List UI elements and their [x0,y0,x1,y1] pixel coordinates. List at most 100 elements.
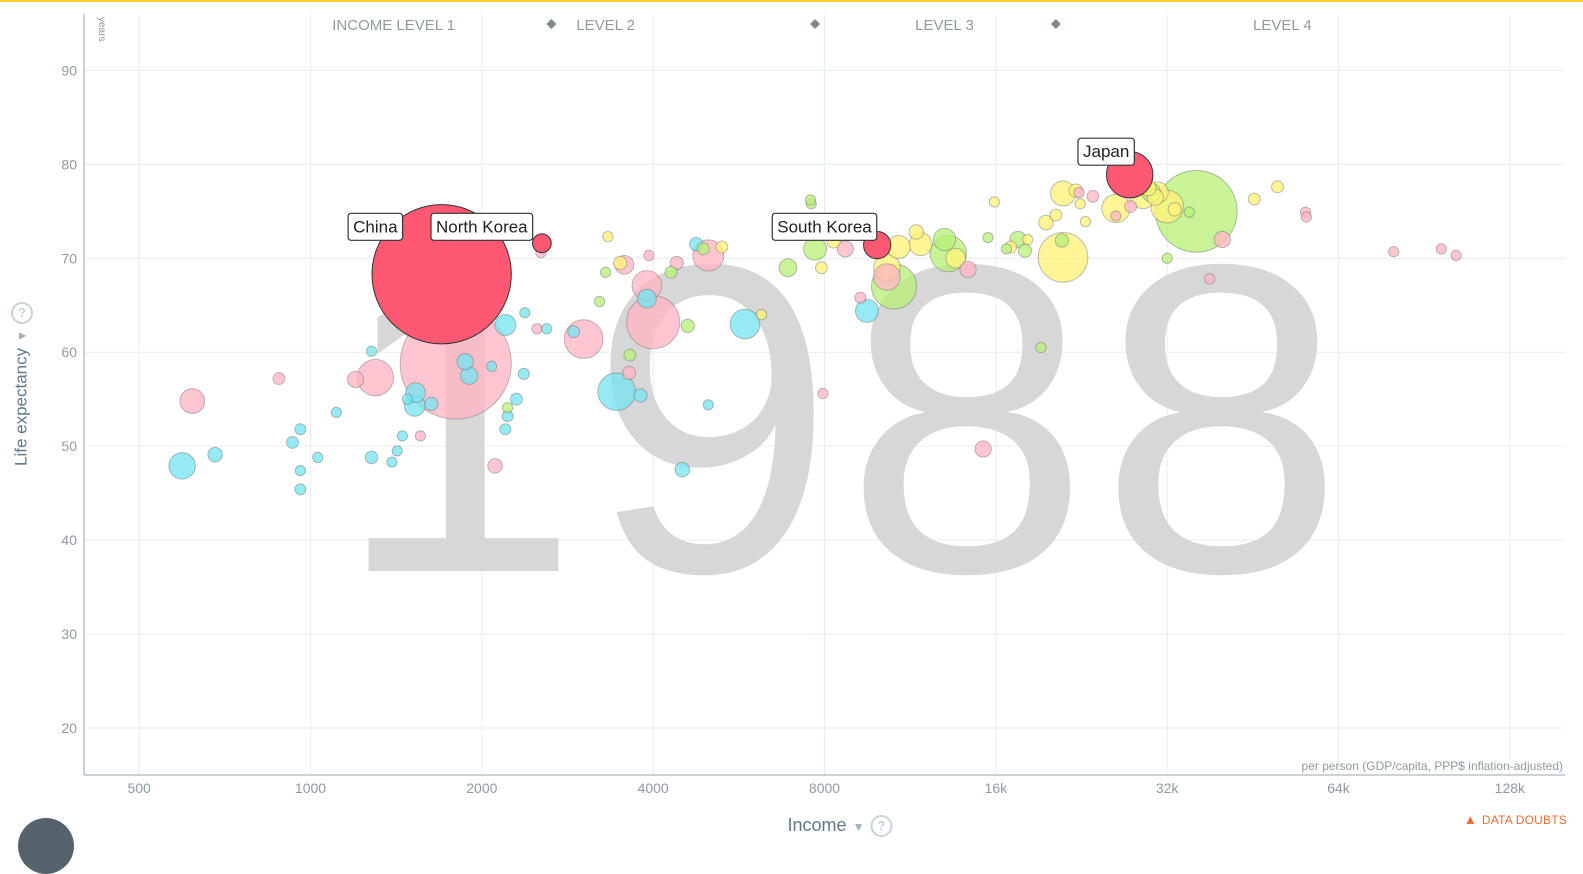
country-bubble[interactable] [593,295,606,308]
country-bubble[interactable] [945,247,967,269]
country-bubble[interactable] [1247,192,1261,206]
country-bubble[interactable] [494,313,517,336]
country-bubble[interactable] [563,319,604,359]
country-bubble[interactable] [386,456,398,468]
country-bubble[interactable] [974,440,992,458]
country-bubble[interactable] [1161,252,1173,264]
country-bubble[interactable] [567,325,581,338]
country-bubble[interactable] [168,452,196,480]
country-bubble[interactable] [531,323,543,335]
x-axis-label[interactable]: Income [787,815,847,835]
country-bubble[interactable] [873,263,901,291]
country-bubble[interactable] [1300,211,1313,223]
x-axis-title[interactable]: Income ▼? [787,815,893,838]
country-bubble[interactable] [179,388,206,415]
y-axis-title[interactable]: Life expectancy ▼? [11,301,33,467]
country-bubble[interactable] [696,242,710,256]
y-axis-dropdown-icon[interactable]: ▼ [15,329,30,342]
label-box-south-korea[interactable] [771,212,878,241]
country-labels[interactable]: China North Korea South Korea Japan [347,137,1135,241]
country-bubble[interactable] [509,392,523,406]
country-bubble[interactable] [817,387,829,400]
label-japan[interactable]: Japan [1077,137,1135,166]
label-text-north-korea[interactable]: North Korea [436,217,528,236]
label-box-japan[interactable] [1077,137,1135,166]
country-bubble[interactable] [1271,180,1284,194]
country-bubble[interactable] [1022,233,1034,246]
bubble-chart[interactable]: 1988 500 1000 2000 4000 8000 16k 32k 64k 128k203… [0,0,1583,841]
label-box-north-korea[interactable] [430,212,534,241]
data-doubts-link[interactable]: ▲ DATA DOUBTS [1464,812,1567,827]
country-bubble[interactable] [932,227,957,252]
country-bubble[interactable] [854,291,867,304]
country-bubble[interactable] [1037,231,1089,283]
country-bubble[interactable] [854,298,879,323]
country-bubble[interactable] [729,308,761,340]
country-bubble[interactable] [396,430,408,442]
country-bubble[interactable] [414,430,427,442]
country-bubble[interactable] [669,255,684,271]
bubble-north-korea[interactable] [531,233,552,254]
bubbles[interactable] [168,169,1462,496]
x-axis-dropdown-icon[interactable]: ▼ [852,820,865,834]
country-bubble[interactable] [702,399,714,411]
country-bubble[interactable] [1079,215,1092,228]
country-bubble[interactable] [613,255,628,271]
country-bubble[interactable] [424,396,439,412]
country-bubble[interactable] [1017,243,1033,258]
country-bubble[interactable] [312,451,324,464]
country-bubble[interactable] [1074,198,1086,210]
country-bubble[interactable] [485,360,498,372]
country-bubble[interactable] [1049,208,1063,222]
country-bubble[interactable] [1167,202,1182,217]
country-bubble[interactable] [391,445,403,457]
country-bubble[interactable] [804,194,817,206]
country-bubble[interactable] [364,450,379,465]
country-bubble[interactable] [294,483,307,496]
country-bubble[interactable] [633,388,648,403]
country-bubble[interactable] [755,308,768,321]
country-bubble[interactable] [1110,210,1122,222]
y-axis-label[interactable]: Life expectancy [11,347,31,467]
country-bubble[interactable] [365,345,378,357]
label-text-japan[interactable]: Japan [1083,142,1129,161]
country-bubble[interactable] [599,266,612,279]
country-bubble[interactable] [622,365,637,381]
country-bubble[interactable] [1086,189,1100,203]
country-bubble[interactable] [541,323,553,335]
country-bubble[interactable] [499,423,512,436]
country-bubble[interactable] [623,348,637,362]
country-bubble[interactable] [908,224,925,240]
country-bubble[interactable] [715,240,729,254]
country-bubble[interactable] [674,461,691,478]
country-bubble[interactable] [982,231,994,244]
country-bubble[interactable] [1435,243,1447,255]
country-bubble[interactable] [294,423,307,436]
country-bubble[interactable] [207,446,223,463]
country-bubble[interactable] [501,402,514,414]
country-bubble[interactable] [1213,230,1231,249]
x-axis-help-icon[interactable]: ? [870,815,893,838]
country-bubble[interactable] [294,464,307,477]
country-bubble[interactable] [988,196,1000,208]
country-bubble[interactable] [1183,206,1195,218]
y-axis-help-icon[interactable]: ? [11,301,33,324]
country-bubble[interactable] [680,318,695,334]
country-bubble[interactable] [1204,273,1216,285]
label-north-korea[interactable]: North Korea [430,212,534,241]
country-bubble[interactable] [637,288,657,309]
country-bubble[interactable] [1388,246,1400,258]
label-text-china[interactable]: China [353,217,398,236]
country-bubble[interactable] [959,260,977,279]
avatar[interactable] [18,818,74,874]
country-bubble[interactable] [456,352,474,371]
country-bubble[interactable] [778,258,798,278]
country-bubble[interactable] [517,367,530,380]
country-bubble[interactable] [401,393,414,405]
country-bubble[interactable] [1038,214,1054,231]
label-south-korea[interactable]: South Korea [771,212,878,241]
country-bubble[interactable] [1000,243,1013,255]
country-bubble[interactable] [487,458,503,474]
country-bubble[interactable] [1124,200,1138,214]
country-bubble[interactable] [272,372,286,385]
